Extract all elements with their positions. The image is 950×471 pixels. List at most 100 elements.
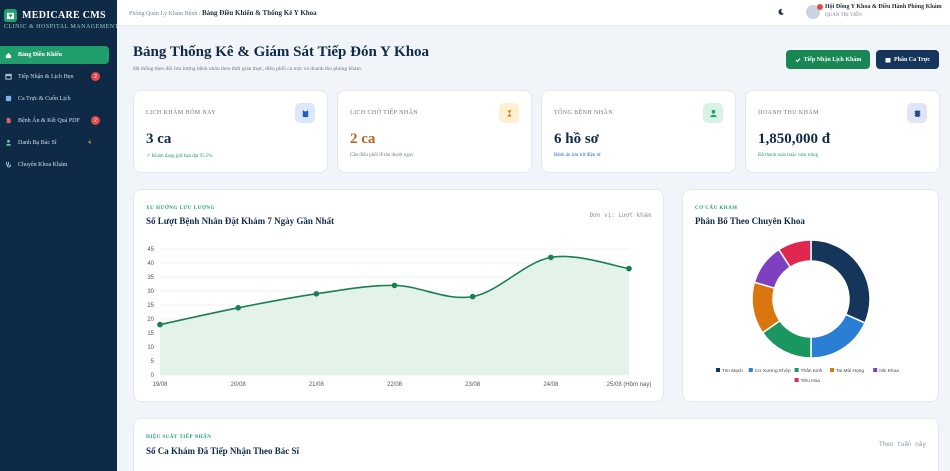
brand-name: MEDICARE CMS [22, 10, 106, 21]
stat-card-waiting: LỊCH CHỜ TIẾP NHẬN 2 ca Cần điều phối lễ… [337, 90, 532, 173]
trend-up-icon: ↗ [146, 154, 152, 159]
trend-kicker: XU HƯỚNG LƯU LƯỢNG [146, 206, 215, 211]
hourglass-icon [499, 103, 519, 123]
data-point[interactable] [548, 254, 554, 261]
user-name: Hội Đồng Y Khoa & Điều Hành Phòng Khám [825, 4, 942, 10]
sidebar-item-label: Tiếp Nhận & Lịch Hẹn [18, 73, 74, 80]
brand: MEDICARE CMS CLINIC & HOSPITAL MANAGEMEN… [0, 0, 119, 30]
legend-label: Tim Mạch [722, 368, 743, 374]
page-subtitle: Hệ thống theo dõi lưu lượng bệnh nhân th… [133, 66, 363, 72]
sidebar-item-label: Ca Trực & Cuốn Lịch [18, 95, 71, 102]
data-point[interactable] [313, 291, 320, 297]
stat-label: TỔNG BỆNH NHÂN [554, 110, 613, 116]
donut-chart: Tim Mạch Cơ Xương Khớp Thần Kinh Tai Mũi Họ… [716, 239, 899, 384]
legend-swatch [748, 368, 753, 372]
data-point[interactable] [391, 282, 398, 289]
assign-shift-button[interactable]: Phân Ca Trực [876, 50, 939, 69]
legend-label: Tai Mũi Họng [836, 368, 864, 374]
legend-label: Tiêu Hóa [801, 378, 821, 384]
user-injured-icon [703, 103, 723, 123]
line-area-fill [160, 256, 629, 375]
brand-subtitle: CLINIC & HOSPITAL MANAGEMENT [4, 24, 119, 30]
sidebar-item-dashboard[interactable]: Bảng Điều Khiển [0, 46, 109, 64]
x-tick-label: 19/08 [152, 382, 168, 388]
y-tick-label: 0 [151, 373, 155, 379]
y-tick-label: 20 [147, 317, 154, 323]
breadcrumb: Phòng Quản Lý Khám Bệnh / Bảng Điều Khiể… [129, 9, 317, 17]
trend-unit: Đơn vị: Lượt khám [589, 212, 651, 219]
doctor-icon [4, 139, 12, 147]
clock-icon [4, 95, 12, 103]
sidebar-item-label: Bảng Điều Khiển [18, 52, 63, 58]
y-tick-label: 25 [147, 303, 154, 309]
stat-note: Bệnh án lưu trữ điện tử [554, 153, 601, 158]
notification-badge: 2 [91, 116, 100, 125]
online-status-badge [817, 4, 823, 10]
notification-badge: 4 [88, 139, 91, 146]
sidebar-item-appointments[interactable]: Tiếp Nhận & Lịch Hẹn 2 [0, 67, 109, 86]
data-point[interactable] [626, 265, 632, 272]
stat-value: 2 ca [350, 131, 376, 147]
stat-note-text: Khám đang giữ hạn đạt 95.5% [151, 154, 213, 159]
data-point[interactable] [235, 305, 241, 311]
sidebar-item-shifts[interactable]: Ca Trực & Cuốn Lịch [0, 89, 109, 108]
y-tick-label: 45 [147, 247, 154, 253]
x-tick-label: 21/08 [309, 382, 325, 388]
trend-chart-card: XU HƯỚNG LƯU LƯỢNG Số Lượt Bệnh Nhân Đặt… [133, 189, 664, 402]
stat-value: 1,850,000 đ [758, 131, 831, 147]
breadcrumb-current: Bảng Điều Khiển & Thống Kê Y Khoa [202, 9, 317, 17]
legend-swatch [794, 378, 799, 382]
home-icon [4, 51, 12, 59]
sidebar-item-records[interactable]: Bệnh Án & Kết Quả PDF 2 [0, 111, 109, 130]
sidebar-item-specialties[interactable]: Chuyên Khoa Khám [0, 155, 109, 174]
stat-label: LỊCH CHỜ TIẾP NHẬN [350, 110, 419, 116]
stat-value: 3 ca [146, 131, 172, 147]
check-icon [795, 57, 801, 62]
x-tick-label: 23/08 [465, 382, 481, 388]
legend-swatch [873, 368, 878, 372]
stat-value: 6 hồ sơ [554, 131, 599, 147]
y-tick-label: 15 [147, 331, 154, 337]
y-tick-label: 5 [151, 359, 155, 365]
pie-slice[interactable] [810, 313, 866, 359]
donut-title: Phân Bổ Theo Chuyên Khoa [695, 216, 805, 226]
stat-label: LỊCH KHÁM HÔM NAY [146, 110, 217, 116]
money-icon [907, 103, 927, 123]
data-point[interactable] [469, 293, 476, 300]
stat-label: DOANH THU KHÁM [758, 110, 819, 116]
legend-swatch [794, 368, 799, 372]
sidebar-item-label: Danh Bạ Bác Sĩ [18, 139, 57, 146]
legend-label: Thần Kinh [801, 368, 823, 374]
donut-kicker: CƠ CẤU KHÁM [695, 206, 738, 211]
sidebar-item-doctors[interactable]: Danh Bạ Bác Sĩ 4 [0, 133, 109, 152]
legend-swatch [830, 368, 834, 372]
stat-note: ↗ Khám đang giữ hạn đạt 95.5% [146, 153, 212, 159]
sidebar-item-label: Bệnh Án & Kết Quả PDF [18, 117, 80, 124]
x-tick-label: 20/08 [231, 382, 247, 388]
x-tick-label: 22/08 [387, 382, 403, 388]
file-pdf-icon [4, 117, 12, 125]
x-tick-label: 25/08 (Hôm nay) [607, 382, 652, 388]
doctor-performance-card: HIỆU SUẤT TIẾP NHẬN Số Ca Khám Đã Tiếp N… [133, 418, 939, 471]
user-role: QUẢN TRỊ VIÊN [825, 13, 862, 18]
sidebar-item-label: Chuyên Khoa Khám [18, 161, 68, 168]
legend-label: Cơ Xương Khớp [755, 368, 791, 374]
add-appointment-button[interactable]: Tiếp Nhận Lịch Khám [786, 50, 870, 69]
y-tick-label: 40 [147, 261, 154, 267]
clipboard-icon [295, 103, 315, 123]
breadcrumb-parent[interactable]: Phòng Quản Lý Khám Bệnh / [129, 11, 201, 17]
notification-badge: 2 [91, 72, 100, 81]
dark-mode-toggle-icon[interactable] [777, 8, 785, 16]
stat-card-today: LỊCH KHÁM HÔM NAY 3 ca ↗ Khám đang giữ h… [133, 90, 328, 173]
stethoscope-icon [4, 161, 12, 169]
pie-slice[interactable] [810, 239, 871, 324]
assign-shift-label: Phân Ca Trực [893, 56, 931, 63]
y-tick-label: 30 [147, 289, 154, 295]
data-point[interactable] [157, 321, 163, 328]
sidebar: MEDICARE CMS CLINIC & HOSPITAL MANAGEMEN… [0, 0, 119, 471]
page-title: Bảng Thống Kê & Giám Sát Tiếp Đón Y Khoa [133, 44, 430, 60]
line-chart: 0 5 10 15 20 25 30 35 40 45 19/08 20/08 21/08 22/08 23… [147, 247, 652, 388]
legend-swatch [716, 368, 720, 372]
bottom-kicker: HIỆU SUẤT TIẾP NHẬN [146, 435, 212, 440]
pie-slice[interactable] [777, 239, 812, 269]
